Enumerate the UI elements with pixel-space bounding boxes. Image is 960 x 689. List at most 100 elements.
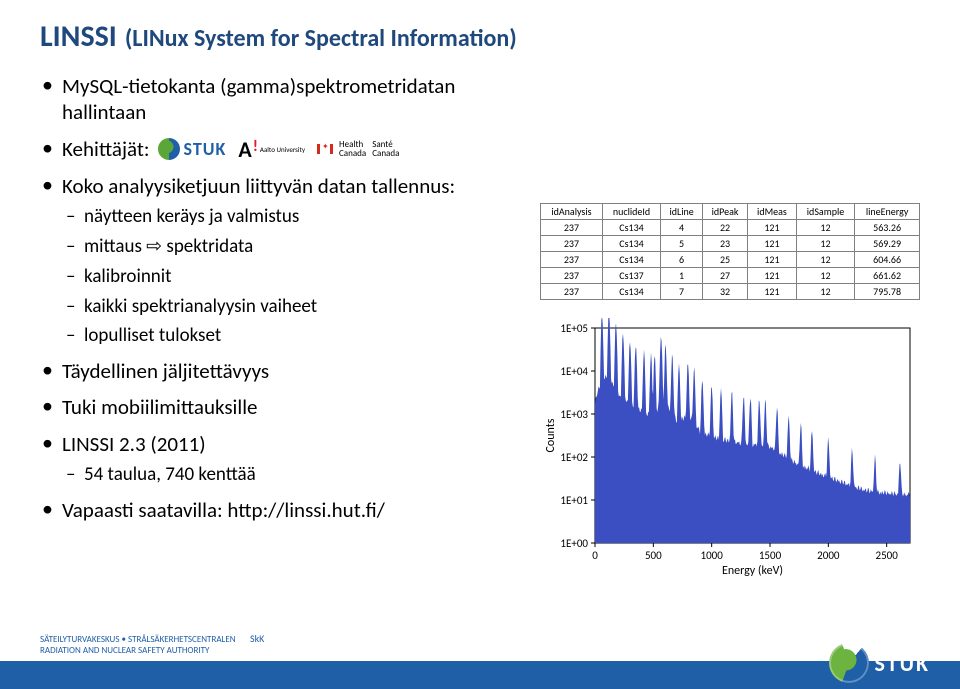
table-cell: 795.78 <box>855 284 920 300</box>
table-cell: 32 <box>703 284 748 300</box>
bullet-text: Kehittäjät: <box>62 136 150 162</box>
bullet-list: MySQL-tietokanta (gamma)spektrometridata… <box>40 73 530 523</box>
table-row: 237Cs13473212112795.78 <box>541 284 920 300</box>
table-cell: 661.62 <box>855 268 920 284</box>
aalto-sub-text: Aalto University <box>260 146 305 153</box>
table-cell: 237 <box>541 284 603 300</box>
table-header-cell: nuclideId <box>602 204 660 220</box>
bullet-item: MySQL-tietokanta (gamma)spektrometridata… <box>62 73 530 126</box>
table-cell: 12 <box>796 252 854 268</box>
spectrum-chart: 050010001500200025001E+001E+011E+021E+03… <box>540 318 920 578</box>
svg-text:0: 0 <box>592 549 598 562</box>
hc-text-en: Health Canada <box>339 140 366 158</box>
table-cell: Cs134 <box>602 220 660 236</box>
bullet-column: MySQL-tietokanta (gamma)spektrometridata… <box>40 73 530 578</box>
table-cell: Cs134 <box>602 284 660 300</box>
table-header-cell: idMeas <box>748 204 797 220</box>
table-cell: 6 <box>661 252 703 268</box>
table-header-cell: idSample <box>796 204 854 220</box>
svg-text:1000: 1000 <box>701 549 724 562</box>
health-canada-logo-icon: Health Canada Santé Canada <box>317 140 399 158</box>
table-cell: 23 <box>703 236 748 252</box>
footer-bar <box>0 661 960 689</box>
sub-bullet-item: kalibroinnit <box>84 265 530 289</box>
stuk-swirl-icon <box>829 643 869 683</box>
canada-flag-icon <box>317 144 333 154</box>
table-cell: 604.66 <box>855 252 920 268</box>
table-row: 237Cs13712712112661.62 <box>541 268 920 284</box>
footer-logo-text: STUK <box>875 650 930 677</box>
nuclide-table: idAnalysisnuclideIdidLineidPeakidMeasidS… <box>540 203 920 300</box>
svg-text:2500: 2500 <box>876 549 899 562</box>
table-header-cell: idLine <box>661 204 703 220</box>
bullet-item: Täydellinen jäljitettävyys <box>62 358 530 384</box>
developer-logos: STUK AAalto University Health Canada Santé … <box>158 136 400 164</box>
hc-text-fr: Santé Canada <box>372 140 399 158</box>
bullet-item: Tuki mobiilimittauksille <box>62 394 530 420</box>
table-cell: 237 <box>541 252 603 268</box>
bullet-item: Kehittäjät: STUK AAalto University Health C… <box>62 136 530 164</box>
table-cell: 569.29 <box>855 236 920 252</box>
table-cell: 27 <box>703 268 748 284</box>
svg-text:1E+02: 1E+02 <box>560 451 588 464</box>
table-cell: 237 <box>541 268 603 284</box>
bullet-text: Vapaasti saatavilla: http://linssi.hut.f… <box>62 497 385 523</box>
svg-text:1500: 1500 <box>759 549 782 562</box>
table-cell: 563.26 <box>855 220 920 236</box>
table-cell: 237 <box>541 236 603 252</box>
table-header-cell: idPeak <box>703 204 748 220</box>
table-cell: 12 <box>796 236 854 252</box>
svg-text:Energy (keV): Energy (keV) <box>722 564 783 578</box>
table-cell: 121 <box>748 252 797 268</box>
table-cell: Cs137 <box>602 268 660 284</box>
table-header-cell: idAnalysis <box>541 204 603 220</box>
bullet-text: Tuki mobiilimittauksille <box>62 394 257 420</box>
table-cell: 121 <box>748 220 797 236</box>
footer-org-text: SÄTEILYTURVAKESKUS • STRÅLSÄKERHETSCENTR… <box>40 635 236 657</box>
svg-text:1E+03: 1E+03 <box>560 408 588 421</box>
stuk-logo-text: STUK <box>184 138 227 161</box>
sub-bullet-list: 54 taulua, 740 kenttää <box>62 463 530 487</box>
table-cell: 1 <box>661 268 703 284</box>
slide-title: LINSSI (LINux System for Spectral Inform… <box>40 18 920 55</box>
footer-line2: RADIATION AND NUCLEAR SAFETY AUTHORITY <box>40 646 236 657</box>
bullet-text: MySQL-tietokanta (gamma)spektrometridata… <box>62 73 455 125</box>
table-cell: Cs134 <box>602 252 660 268</box>
table-header-row: idAnalysisnuclideIdidLineidPeakidMeasidS… <box>541 204 920 220</box>
table-header-cell: lineEnergy <box>855 204 920 220</box>
bullet-item: Koko analyysiketjuun liittyvän datan tal… <box>62 173 530 348</box>
table-cell: 121 <box>748 284 797 300</box>
figure-column: idAnalysisnuclideIdidLineidPeakidMeasidS… <box>540 73 920 578</box>
table-cell: Cs134 <box>602 236 660 252</box>
slide: LINSSI (LINux System for Spectral Inform… <box>0 0 960 689</box>
aalto-logo-icon: AAalto University <box>238 136 305 164</box>
stuk-logo-icon: STUK <box>158 138 227 161</box>
table-cell: 22 <box>703 220 748 236</box>
table-cell: 12 <box>796 220 854 236</box>
table-cell: 121 <box>748 268 797 284</box>
aalto-a-icon: A <box>238 136 257 164</box>
spectrum-chart-svg: 050010001500200025001E+001E+011E+021E+03… <box>540 318 920 578</box>
table-cell: 5 <box>661 236 703 252</box>
footer-skk: SkK <box>250 632 264 645</box>
bullet-text: Täydellinen jäljitettävyys <box>62 358 269 384</box>
table-cell: 7 <box>661 284 703 300</box>
table-cell: 121 <box>748 236 797 252</box>
bullet-item: LINSSI 2.3 (2011) 54 taulua, 740 kenttää <box>62 431 530 487</box>
sub-bullet-item: näytteen keräys ja valmistus <box>84 205 530 229</box>
table-row: 237Cs13442212112563.26 <box>541 220 920 236</box>
table-cell: 25 <box>703 252 748 268</box>
table-cell: 237 <box>541 220 603 236</box>
content-area: MySQL-tietokanta (gamma)spektrometridata… <box>40 73 920 578</box>
table-row: 237Cs13452312112569.29 <box>541 236 920 252</box>
sub-bullet-item: 54 taulua, 740 kenttää <box>84 463 530 487</box>
svg-text:1E+05: 1E+05 <box>560 322 588 335</box>
sub-bullet-item: mittaus ⇨ spektridata <box>84 235 530 259</box>
table-cell: 4 <box>661 220 703 236</box>
svg-text:500: 500 <box>645 549 662 562</box>
bullet-text: LINSSI 2.3 (2011) <box>62 431 206 457</box>
table-row: 237Cs13462512112604.66 <box>541 252 920 268</box>
footer-stuk-logo: STUK <box>829 643 930 683</box>
svg-text:2000: 2000 <box>817 549 840 562</box>
svg-text:1E+01: 1E+01 <box>560 494 588 507</box>
